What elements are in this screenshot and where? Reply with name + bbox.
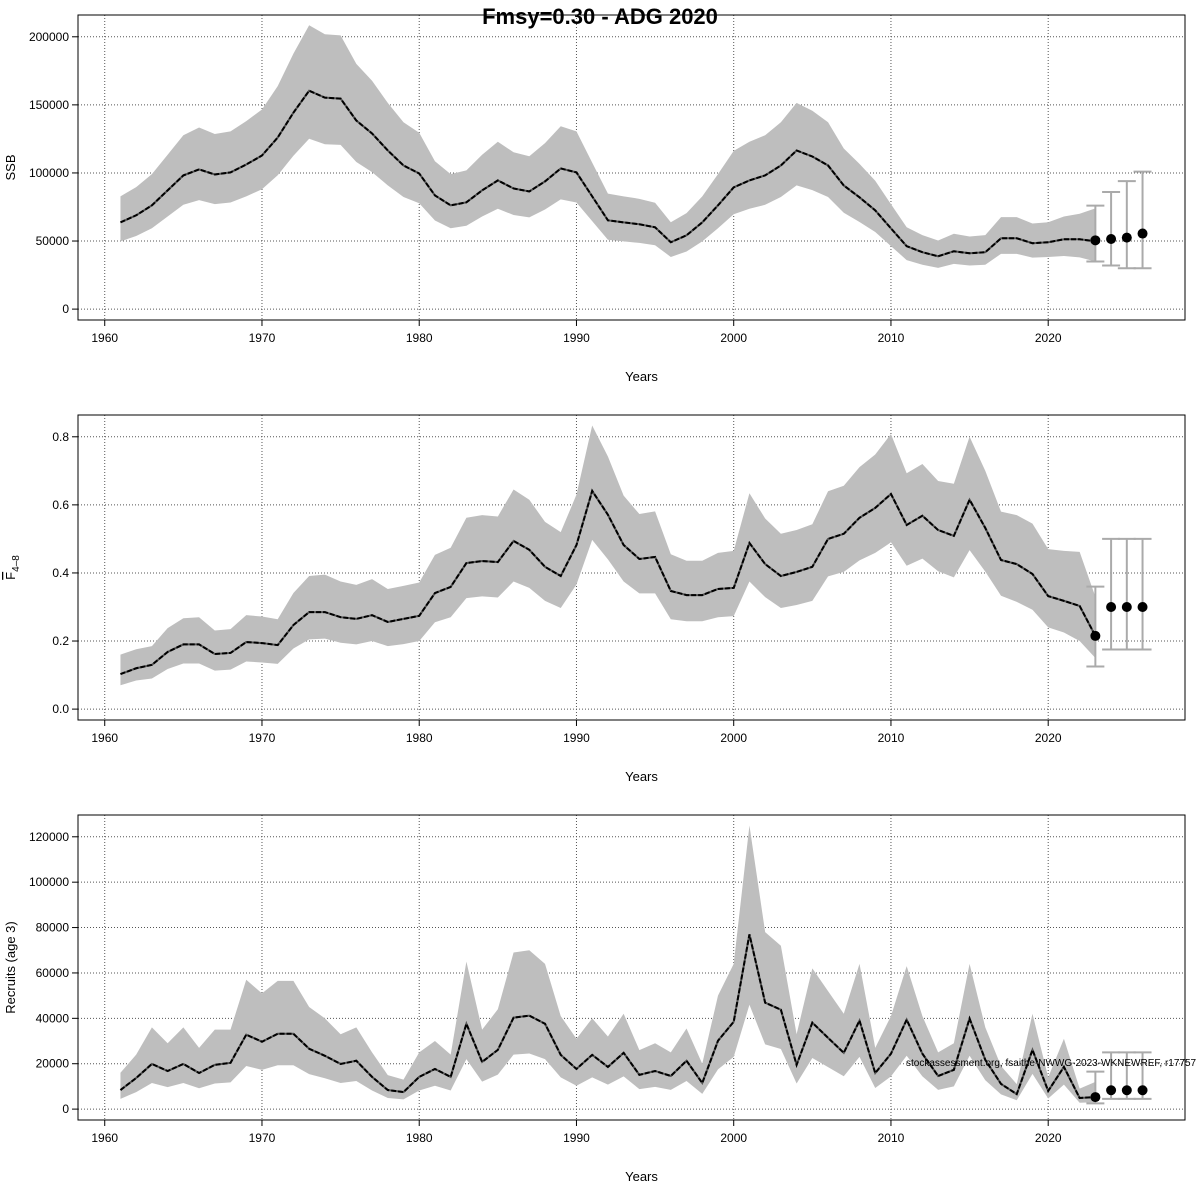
projection-point: [1106, 1085, 1117, 1096]
y-tick-label: 50000: [36, 234, 70, 248]
y-tick-label: 150000: [29, 98, 69, 112]
chart-title: Fmsy=0.30 - ADG 2020: [482, 4, 718, 29]
panel-2: 1960 1970 1980 1990 2000 2010 2020 0.0 0.2 0.4 0.6…: [3, 414, 1186, 784]
x-axis-label: Years: [625, 369, 658, 384]
projection-point: [1090, 1092, 1101, 1103]
y-tick-label: 200000: [29, 30, 69, 44]
y-tick-label: 0.2: [52, 634, 69, 648]
x-tick-label: 2020: [1035, 731, 1062, 745]
y-axis-label-subscript: 4–8: [11, 555, 22, 572]
y-tick-label: 0: [62, 1102, 69, 1116]
confidence-band: [120, 25, 1096, 268]
projection-point: [1106, 233, 1117, 244]
y-tick-label: 40000: [36, 1011, 70, 1025]
source-annotation: stockassessment.org, fsaithe-NWWG-2023-W…: [906, 1058, 1197, 1069]
y-axis-label-main: F: [3, 572, 18, 580]
x-tick-label: 2020: [1035, 331, 1062, 345]
y-tick-label: 120000: [29, 830, 69, 844]
x-tick-label: 1970: [249, 331, 276, 345]
confidence-band: [120, 825, 1096, 1103]
y-tick-label: 60000: [36, 966, 70, 980]
y-axis-label: SSB: [3, 154, 18, 180]
projection-point: [1106, 601, 1117, 612]
x-tick-label: 1980: [406, 331, 433, 345]
projection-point: [1121, 232, 1132, 243]
x-tick-label: 2020: [1035, 1131, 1062, 1145]
y-tick-label: 0.8: [52, 430, 69, 444]
x-tick-label: 1960: [91, 1131, 118, 1145]
confidence-band: [120, 425, 1096, 686]
x-tick-label: 1990: [563, 731, 590, 745]
x-tick-label: 1960: [91, 331, 118, 345]
x-tick-label: 2000: [720, 1131, 747, 1145]
plot-frame: [77, 814, 1186, 1121]
median-line: [120, 488, 1097, 675]
x-tick-label: 2000: [720, 331, 747, 345]
plot-frame: [77, 14, 1186, 321]
y-tick-label: 100000: [29, 166, 69, 180]
panel-3: 1960 1970 1980 1990 2000 2010 2020 0 20000 40000 6…: [3, 814, 1186, 1184]
x-tick-label: 1970: [249, 731, 276, 745]
plot-frame: [77, 414, 1186, 721]
projection-point: [1090, 235, 1101, 246]
x-tick-label: 2010: [878, 1131, 905, 1145]
x-tick-label: 1970: [249, 1131, 276, 1145]
panel-1: 1960 1970 1980 1990 2000 2010 2020 0 50000 100000…: [3, 14, 1186, 384]
projection-point: [1137, 228, 1148, 239]
x-tick-label: 1980: [406, 1131, 433, 1145]
x-tick-label: 1960: [91, 731, 118, 745]
y-tick-label: 80000: [36, 921, 70, 935]
projection-point: [1137, 601, 1148, 612]
x-axis-label: Years: [625, 769, 658, 784]
x-axis-label: Years: [625, 1169, 658, 1184]
panels: 1960 1970 1980 1990 2000 2010 2020 0 50000 100000…: [3, 14, 1197, 1184]
y-axis-label: F4–8: [3, 555, 22, 580]
y-tick-label: 100000: [29, 875, 69, 889]
median-line: [120, 89, 1096, 258]
projection-point: [1121, 601, 1132, 612]
x-tick-label: 1990: [563, 1131, 590, 1145]
y-tick-label: 0.6: [52, 498, 69, 512]
y-axis-label: Recruits (age 3): [3, 921, 18, 1013]
y-tick-label: 0.4: [52, 566, 69, 580]
median-line: [119, 934, 1096, 1100]
y-tick-label: 0: [62, 302, 69, 316]
x-tick-label: 2010: [878, 331, 905, 345]
x-tick-label: 2000: [720, 731, 747, 745]
projection-point: [1121, 1085, 1132, 1096]
y-tick-label: 0.0: [52, 702, 69, 716]
x-tick-label: 2010: [878, 731, 905, 745]
y-tick-label: 20000: [36, 1057, 70, 1071]
projection-point: [1137, 1085, 1148, 1096]
x-tick-label: 1990: [563, 331, 590, 345]
projection-point: [1090, 630, 1101, 641]
x-tick-label: 1980: [406, 731, 433, 745]
